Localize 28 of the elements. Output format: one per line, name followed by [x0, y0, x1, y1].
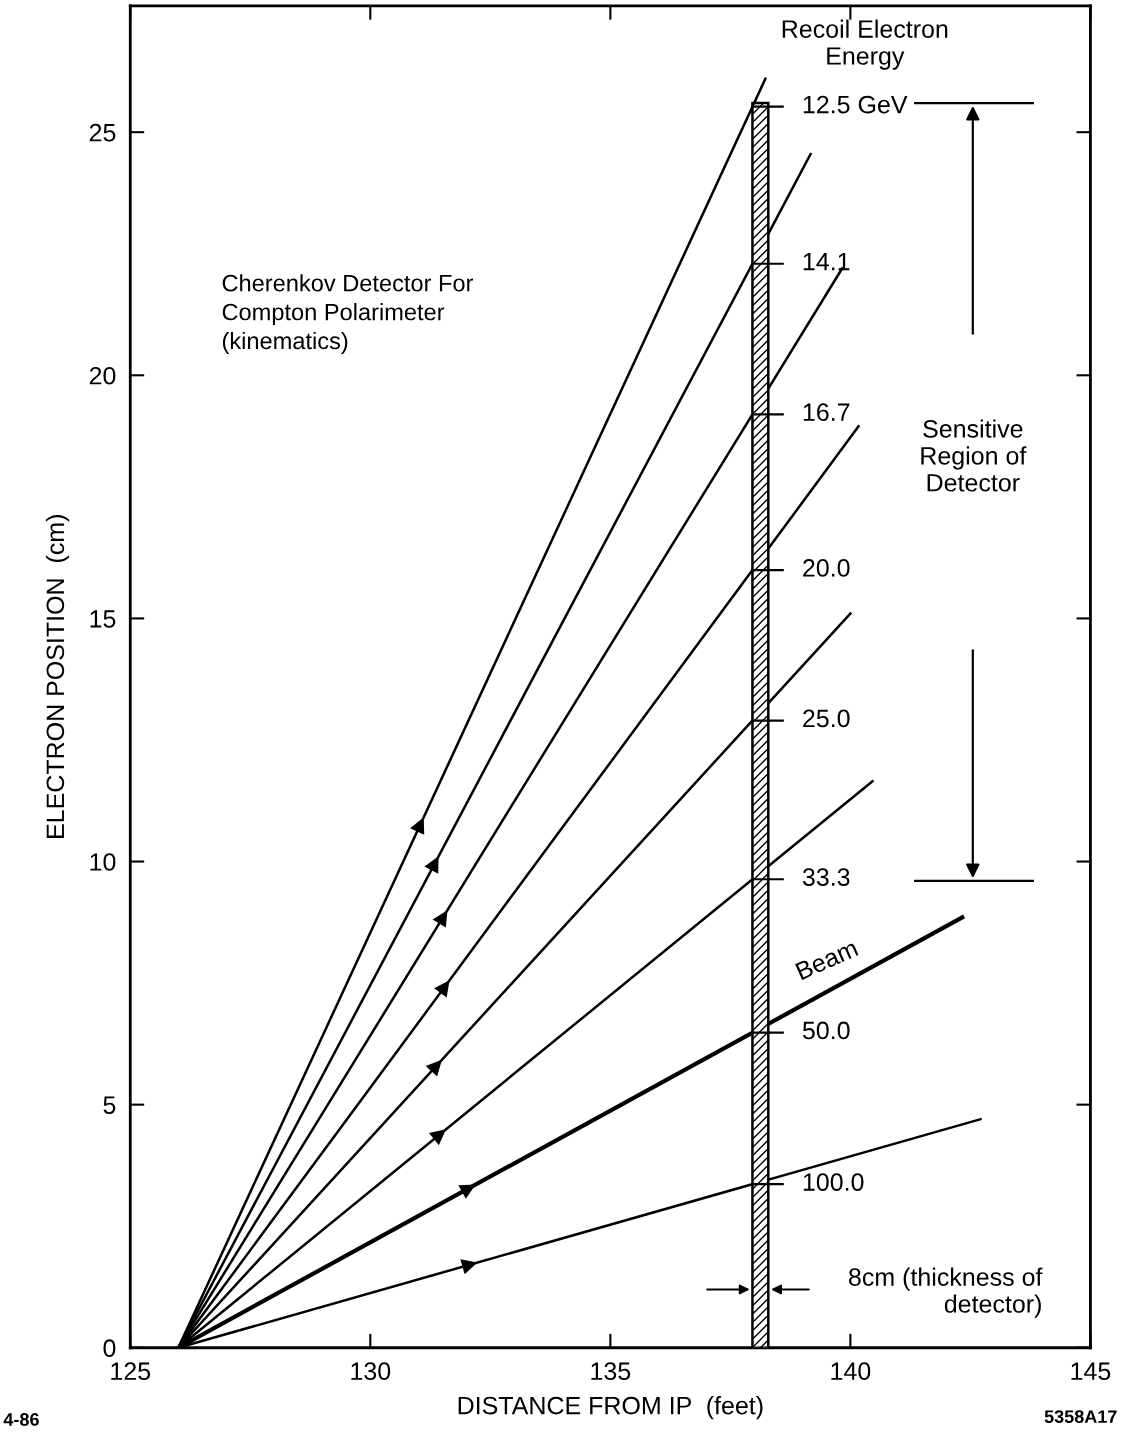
- legend-label: 12.5 GeV: [803, 95, 908, 114]
- y-tick-label: 20: [89, 366, 116, 385]
- legend-label: 25.0: [803, 709, 850, 728]
- text: 4-86: [3, 1413, 39, 1426]
- y-tick-label: 0: [103, 1339, 116, 1358]
- legend-label: 14.1: [803, 253, 850, 271]
- annotation: Beam: [795, 939, 859, 981]
- x-tick-label: 130: [351, 1362, 391, 1381]
- x-tick-label: 140: [831, 1362, 871, 1381]
- y-tick-label: 10: [90, 853, 116, 871]
- legend-label: 20.0: [803, 559, 850, 577]
- text: 5358A17: [1044, 1410, 1117, 1423]
- legend-label: 16.7: [803, 403, 850, 421]
- x-axis-title: DISTANCE FROM IP (feet): [458, 1396, 763, 1420]
- x-tick-label: 145: [1071, 1362, 1111, 1381]
- legend-label: 50.0: [802, 1021, 850, 1040]
- y-axis-title: ELECTRON POSITION (cm): [45, 515, 70, 838]
- x-tick-label: 125: [111, 1362, 151, 1381]
- legend-label: 33.3: [802, 868, 850, 886]
- annotation: Recoil Electron Energy: [782, 19, 948, 70]
- text: Cherenkov Detector For Compton Polarimeter (kinematics): [222, 274, 474, 354]
- annotation: 8cm (thickness of detector): [849, 1267, 1043, 1318]
- y-tick-label: 25: [89, 123, 116, 142]
- legend-label: 100.0: [803, 1173, 864, 1191]
- y-tick-label: 15: [90, 610, 116, 628]
- annotation: Sensitive Region of Detector: [921, 419, 1027, 492]
- x-tick-label: 135: [591, 1362, 631, 1381]
- y-tick-label: 5: [103, 1096, 116, 1114]
